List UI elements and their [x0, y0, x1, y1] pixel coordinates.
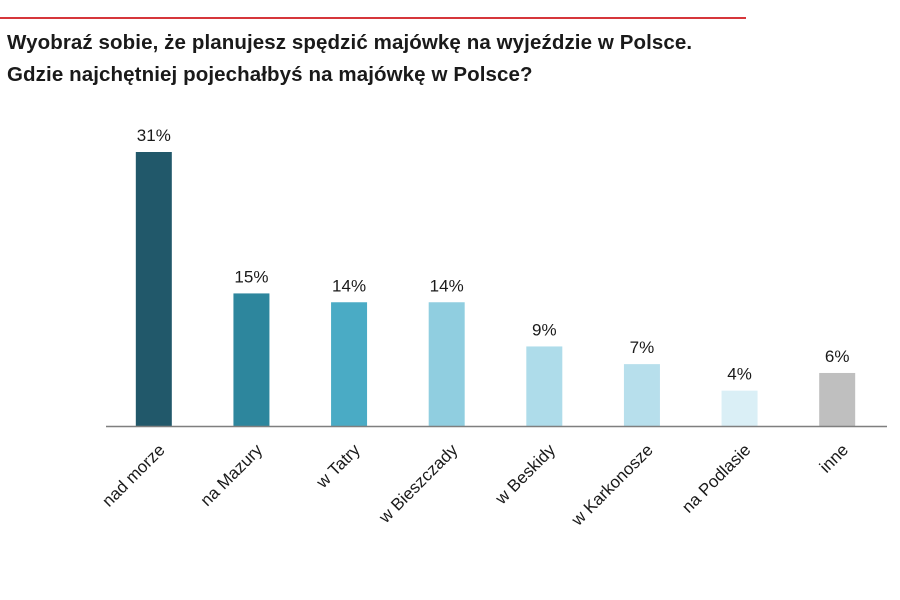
bar-3 — [331, 302, 368, 426]
bar-7 — [721, 390, 758, 426]
category-label-5: w Beskidy — [491, 440, 560, 509]
header-accent-line — [0, 17, 746, 19]
bar-8 — [819, 372, 856, 426]
bar-1 — [135, 152, 172, 426]
value-label-7: 4% — [727, 365, 752, 384]
value-label-6: 7% — [630, 338, 655, 357]
value-label-3: 14% — [332, 276, 366, 295]
bar-5 — [526, 346, 563, 426]
value-label-2: 15% — [234, 267, 268, 286]
category-label-2: na Mazury — [197, 440, 267, 510]
value-label-5: 9% — [532, 320, 557, 339]
value-label-1: 31% — [137, 126, 171, 145]
category-label-3: w Tatry — [312, 440, 364, 492]
chart-title-line-2: Gdzie najchętniej pojechałbyś na majówkę… — [7, 63, 533, 86]
category-label-6: w Karkonosze — [567, 440, 657, 530]
chart-title-line-1: Wyobraź sobie, że planujesz spędzić majó… — [7, 31, 693, 54]
bar-6 — [623, 364, 660, 426]
category-label-1: nad morze — [98, 440, 168, 510]
category-label-7: na Podlasie — [678, 440, 754, 516]
category-label-8: inne — [816, 440, 852, 476]
value-label-8: 6% — [825, 347, 850, 366]
category-label-4: w Bieszczady — [375, 440, 462, 527]
value-label-4: 14% — [430, 276, 464, 295]
bar-2 — [233, 293, 270, 426]
bar-4 — [428, 302, 465, 426]
